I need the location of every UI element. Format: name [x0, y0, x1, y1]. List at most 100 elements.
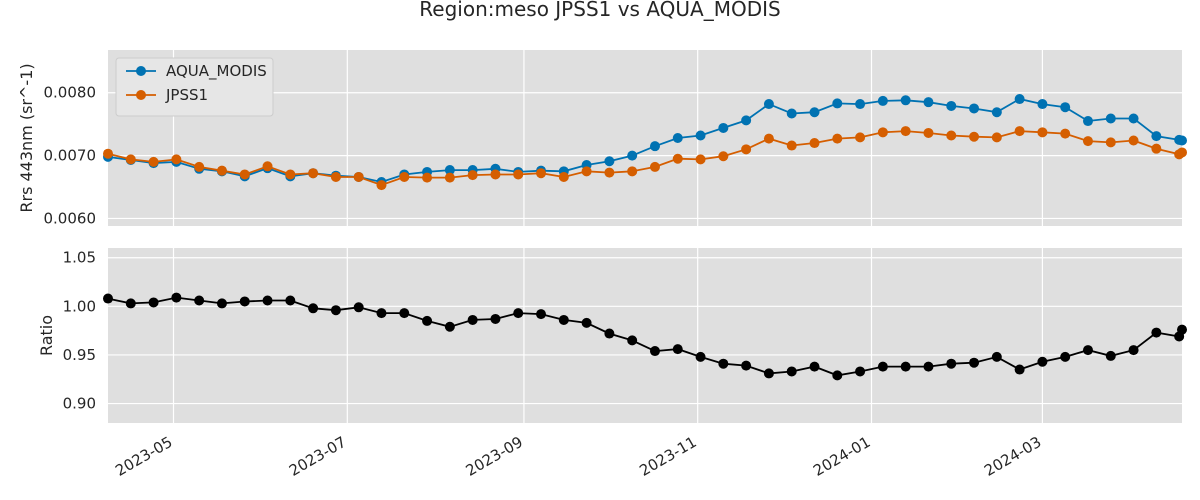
legend-label-aqua-modis: AQUA_MODIS [166, 62, 267, 81]
y-tick-label: 0.90 [63, 395, 96, 413]
ratio-data-point [239, 296, 250, 307]
ratio-data-point [148, 297, 159, 308]
ratio-data-point [330, 305, 341, 316]
ratio-y-axis-label: Ratio [37, 315, 56, 356]
jpss1-data-point [832, 133, 843, 144]
aqua-modis-data-point [672, 133, 683, 143]
aqua-modis-data-point [604, 156, 615, 167]
ratio-data-point [1177, 324, 1187, 335]
legend: AQUA_MODIS JPSS1 [115, 57, 274, 117]
jpss1-data-point [1014, 126, 1025, 137]
jpss1-data-point [239, 169, 250, 180]
rrs-plot-area [108, 50, 1182, 226]
ratio-panel: 0.90 0.95 1.00 1.05 Ratio [37, 248, 1187, 423]
jpss1-data-point [353, 171, 364, 182]
x-tick-label: 2024-03 [981, 433, 1044, 480]
y-tick-label: 0.0080 [44, 84, 97, 102]
ratio-data-point [604, 328, 615, 339]
ratio-data-point [1082, 345, 1093, 356]
jpss1-data-point [513, 169, 524, 180]
aqua-modis-data-point [1082, 116, 1093, 127]
jpss1-data-point [627, 166, 638, 177]
jpss1-data-point [558, 171, 569, 182]
jpss1-data-point [581, 166, 592, 177]
jpss1-data-point [399, 171, 410, 182]
ratio-data-point [991, 351, 1002, 362]
jpss1-data-point [125, 154, 136, 165]
ratio-data-point [285, 295, 296, 306]
ratio-data-point [513, 308, 524, 319]
jpss1-data-point [946, 130, 957, 141]
aqua-modis-data-point [809, 107, 820, 118]
aqua-modis-data-point [1128, 113, 1139, 124]
jpss1-data-point [1151, 143, 1162, 154]
rrs-panel: 0.0060 0.0070 0.0080 Rrs 443nm (sr^-1) AQU… [17, 50, 1187, 227]
ratio-data-point [194, 295, 205, 306]
ratio-data-point [376, 308, 387, 319]
x-tick-label: 2023-11 [636, 433, 699, 480]
y-tick-label: 0.95 [63, 346, 96, 364]
jpss1-data-point [194, 161, 205, 172]
ratio-data-point [877, 361, 888, 372]
aqua-modis-data-point [627, 150, 638, 161]
ratio-data-point [672, 344, 683, 355]
x-tick-label: 2023-09 [463, 433, 526, 480]
ratio-data-point [900, 361, 911, 372]
ratio-data-point [1151, 327, 1162, 338]
aqua-modis-data-point [946, 100, 957, 111]
jpss1-data-point [741, 144, 752, 155]
ratio-data-point [422, 315, 433, 326]
ratio-y-ticks: 0.90 0.95 1.00 1.05 [63, 249, 96, 413]
y-tick-label: 0.0070 [44, 147, 97, 165]
jpss1-data-point [809, 138, 820, 149]
ratio-data-point [855, 366, 866, 377]
jpss1-data-point [330, 171, 341, 182]
aqua-modis-data-point [923, 97, 934, 108]
aqua-modis-data-point [832, 98, 843, 109]
y-tick-label: 1.00 [63, 297, 96, 315]
jpss1-data-point [308, 168, 319, 179]
ratio-data-point [125, 298, 136, 309]
jpss1-data-point [148, 156, 159, 167]
ratio-data-point [1128, 345, 1139, 356]
ratio-data-point [353, 302, 364, 313]
aqua-modis-data-point [1105, 113, 1116, 124]
jpss1-data-point [672, 153, 683, 164]
x-tick-label: 2023-07 [286, 433, 349, 480]
ratio-data-point [1014, 364, 1025, 375]
aqua-modis-data-point [969, 103, 980, 114]
ratio-plot-area [108, 248, 1182, 423]
ratio-data-point [490, 313, 501, 324]
jpss1-data-point [376, 180, 387, 191]
jpss1-data-point [536, 168, 547, 179]
ratio-data-point [923, 361, 934, 372]
jpss1-data-point [1105, 137, 1116, 148]
ratio-data-point [308, 303, 319, 314]
jpss1-data-point [855, 132, 866, 143]
ratio-data-point [695, 351, 706, 362]
ratio-data-point [786, 366, 797, 377]
jpss1-data-point [1060, 128, 1071, 139]
ratio-data-point [1105, 350, 1116, 361]
x-tick-labels: 2023-05 2023-07 2023-09 2023-11 2024-01 2024-… [112, 433, 1044, 480]
ratio-data-point [809, 361, 820, 372]
aqua-modis-data-point [991, 107, 1002, 118]
ratio-data-point [969, 357, 980, 368]
aqua-modis-data-point [718, 122, 729, 133]
ratio-data-point [262, 295, 273, 306]
aqua-modis-data-point [1060, 102, 1071, 113]
legend-marker-jpss1 [136, 90, 146, 100]
aqua-modis-data-point [695, 130, 706, 141]
ratio-data-point [1060, 351, 1071, 362]
jpss1-data-point [444, 172, 455, 183]
jpss1-data-point [1037, 127, 1048, 138]
jpss1-data-point [786, 140, 797, 151]
legend-box [115, 57, 274, 117]
jpss1-data-point [262, 161, 273, 172]
chart-title: Region:meso JPSS1 vs AQUA_MODIS [419, 0, 780, 21]
aqua-modis-data-point [763, 99, 774, 110]
aqua-modis-data-point [855, 99, 866, 110]
rrs-series-group [103, 94, 1187, 191]
aqua-modis-data-point [649, 141, 660, 152]
